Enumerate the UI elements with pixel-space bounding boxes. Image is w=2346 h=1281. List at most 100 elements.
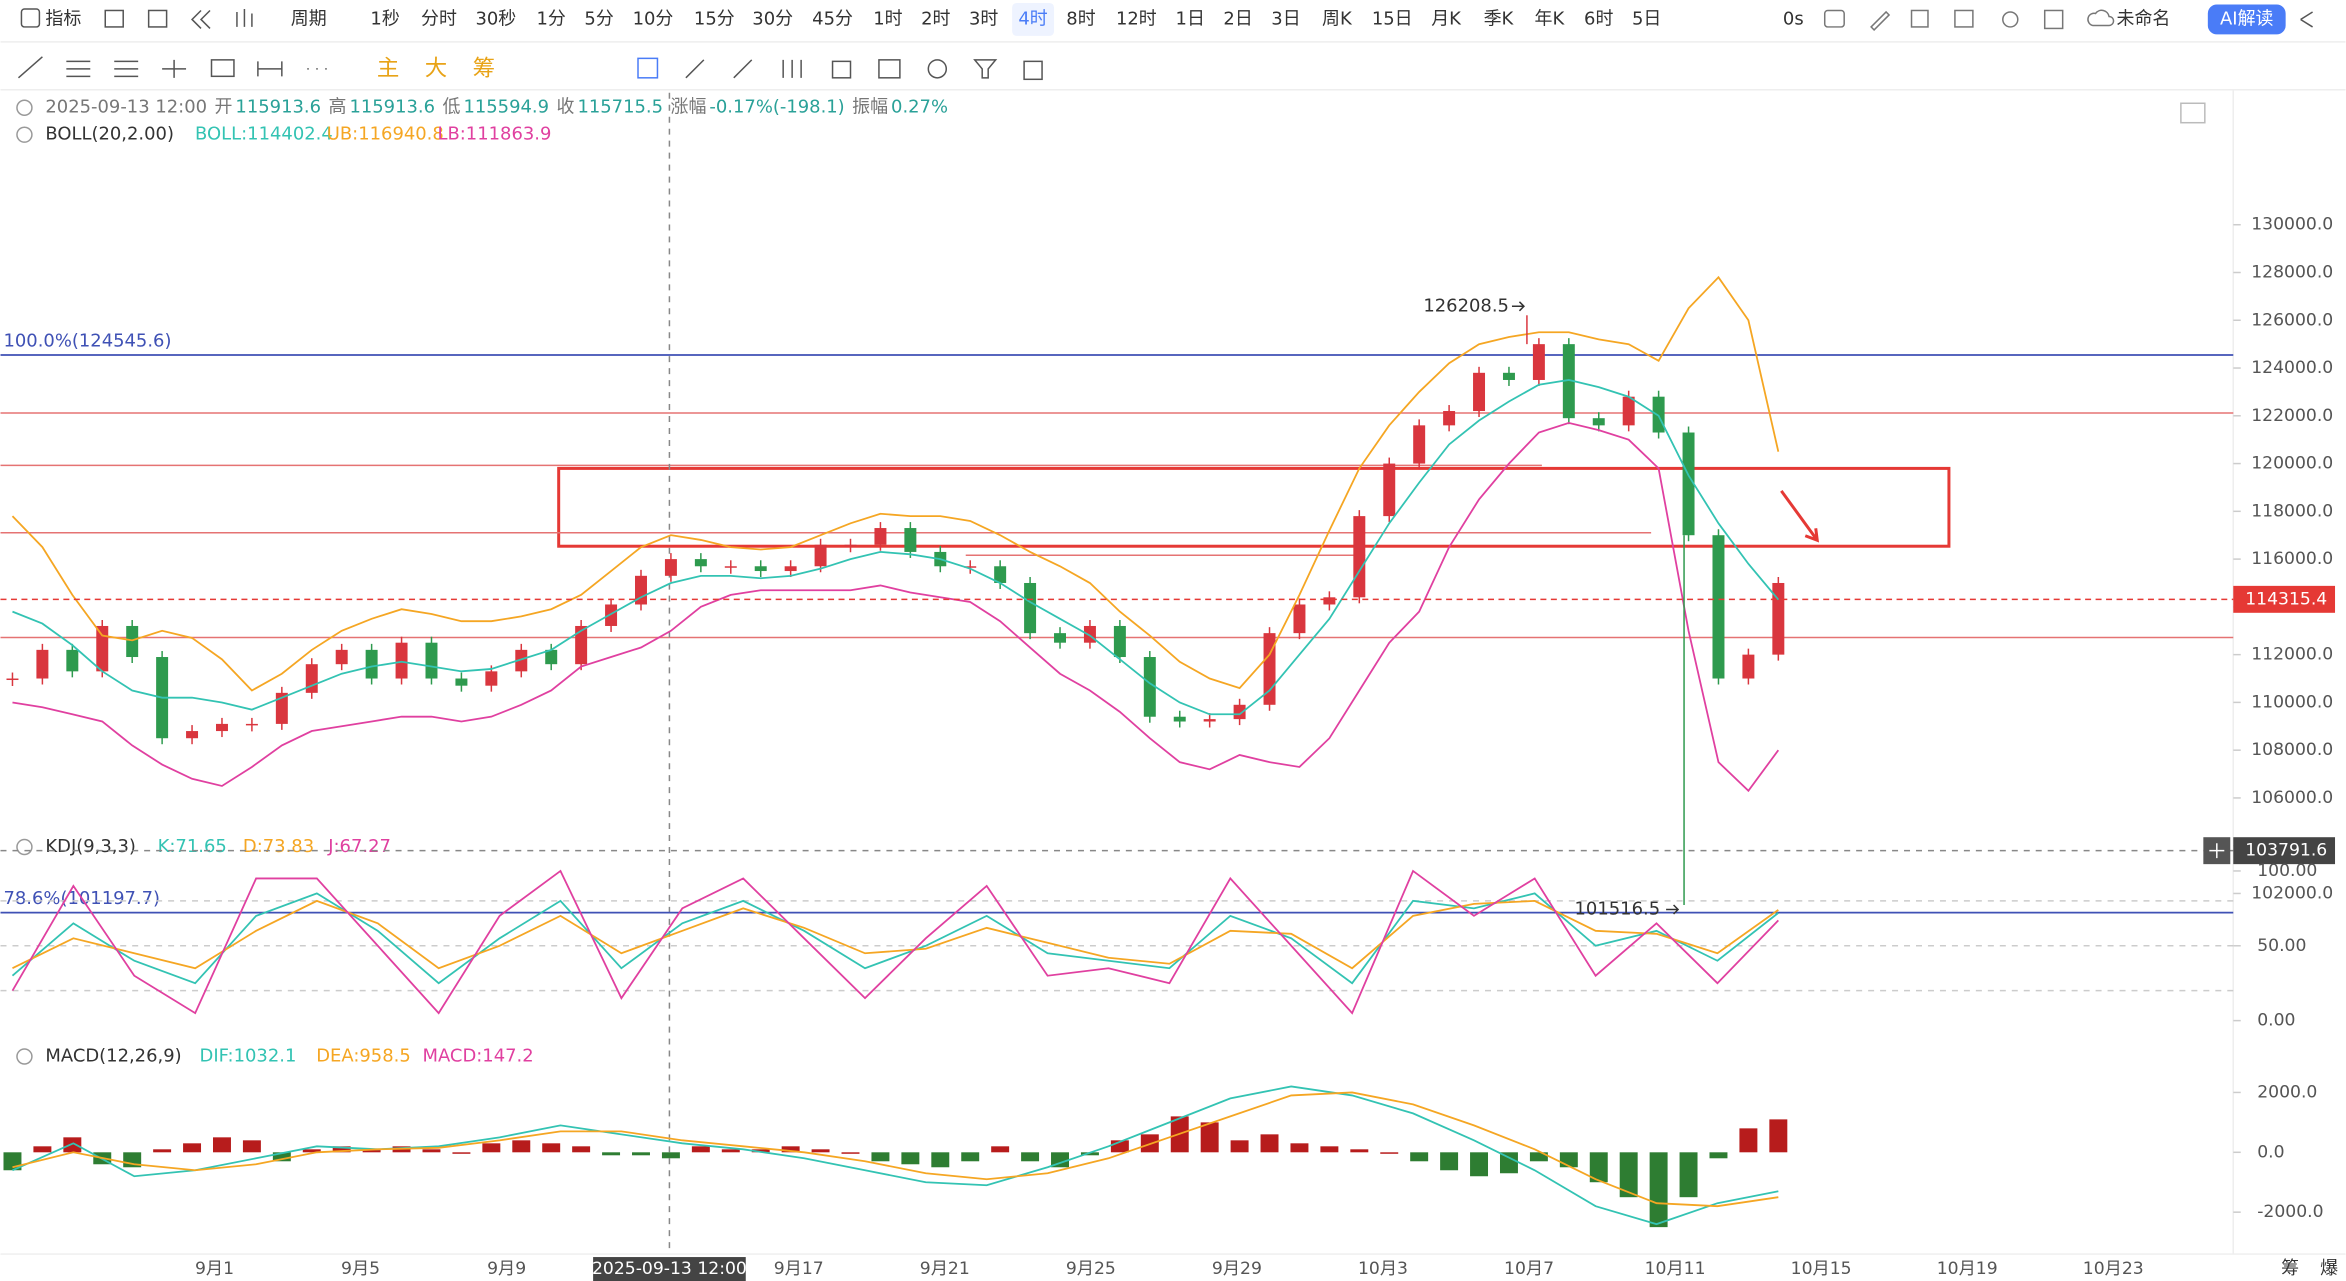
share-icon[interactable]	[2300, 11, 2313, 28]
rewind-icon[interactable]	[190, 9, 211, 29]
candle-body	[874, 528, 887, 545]
collapse-icon[interactable]	[16, 1048, 33, 1065]
candle-body	[515, 649, 528, 672]
layout-icon[interactable]	[147, 9, 168, 28]
window-icon[interactable]	[1910, 9, 1929, 28]
period-button[interactable]: 周K	[1322, 8, 1353, 29]
candle-body	[1712, 535, 1725, 679]
y-tick-label: 126000.0	[2251, 310, 2333, 330]
filter-tool[interactable]	[973, 59, 998, 79]
candle-body	[1622, 396, 1635, 426]
settings-icon[interactable]	[2002, 11, 2019, 28]
period-button[interactable]: 月K	[1431, 8, 1462, 29]
chip-tab[interactable]: 筹	[473, 55, 495, 81]
ai-button[interactable]: AI解读	[2220, 8, 2273, 29]
workspace-name[interactable]: 未命名	[2117, 8, 2171, 29]
collapse-icon[interactable]	[16, 126, 33, 143]
drawing-tools	[17, 56, 1043, 81]
macd-bar	[1051, 1152, 1069, 1168]
period-button[interactable]: 15分	[694, 8, 735, 29]
period-button[interactable]: 分时	[421, 8, 457, 29]
collapse-icon[interactable]	[16, 99, 33, 116]
period-button[interactable]: 4时	[1018, 8, 1047, 29]
calendar-icon[interactable]	[104, 9, 124, 28]
fib-tool[interactable]	[114, 60, 139, 78]
ai-button-bg[interactable]	[2207, 4, 2286, 35]
macd-value-label: DEA:958.5	[316, 1046, 410, 1067]
high-label: 126208.5	[1423, 295, 1509, 316]
period-button[interactable]: 3时	[969, 8, 998, 29]
expand-icon[interactable]	[2180, 102, 2206, 124]
candle-body	[1383, 463, 1396, 517]
boll-upper	[11, 275, 1780, 692]
macd-bar	[1410, 1152, 1429, 1162]
candle-body	[275, 692, 288, 724]
period-button[interactable]: 5日	[1632, 8, 1661, 29]
macd-bar	[572, 1146, 591, 1153]
info-field: 收	[557, 97, 575, 118]
candle-body	[814, 544, 827, 567]
rect-tool[interactable]	[210, 59, 235, 78]
chip-tab[interactable]: 大	[425, 55, 447, 81]
x-tick-label: 10月15	[1791, 1259, 1852, 1279]
period-button[interactable]: 15日	[1372, 8, 1413, 29]
indicator-icon[interactable]	[20, 8, 41, 28]
period-button[interactable]: 30秒	[475, 8, 516, 29]
collapse-icon[interactable]	[16, 838, 33, 856]
candle-body	[1083, 625, 1096, 643]
period-button[interactable]: 3日	[1271, 8, 1300, 29]
period-button[interactable]: 1时	[873, 8, 902, 29]
macd-bar	[1080, 1152, 1099, 1156]
kdj-value-label: J:67.27	[327, 836, 391, 857]
period-button[interactable]: 6时	[1584, 8, 1613, 29]
line-tool[interactable]	[17, 56, 43, 79]
period-menu[interactable]: 周期	[291, 8, 327, 29]
boll-lower	[12, 421, 1780, 793]
x-tick-label: 10月23	[2083, 1259, 2144, 1279]
period-button[interactable]: 1分	[537, 8, 566, 29]
candle-body	[1502, 372, 1515, 380]
camera-icon[interactable]	[1823, 9, 1845, 28]
period-button[interactable]: 30分	[752, 8, 793, 29]
chip-tab[interactable]: 主	[377, 55, 399, 81]
macd-bar	[991, 1146, 1010, 1153]
period-button[interactable]: 1秒	[370, 8, 399, 29]
brush-tool[interactable]	[685, 59, 705, 79]
chart-type-icon[interactable]	[236, 8, 253, 27]
info-field: 低	[443, 97, 461, 118]
indicator-button[interactable]: 指标	[45, 8, 81, 29]
note-tool[interactable]	[878, 59, 901, 79]
save-icon[interactable]	[1954, 9, 1974, 28]
macd-bar	[153, 1149, 172, 1153]
hline-tool[interactable]	[162, 59, 187, 78]
period-button[interactable]: 45分	[812, 8, 853, 29]
footer-tab[interactable]: 筹	[2281, 1258, 2299, 1279]
cloud-icon[interactable]	[2087, 9, 2115, 27]
macd-bar	[362, 1149, 381, 1153]
period-button[interactable]: 8时	[1066, 8, 1095, 29]
delete-tool[interactable]	[1023, 60, 1043, 81]
pen-icon[interactable]	[1870, 10, 1891, 31]
eye-tool[interactable]	[927, 59, 948, 79]
period-button[interactable]: 10分	[633, 8, 674, 29]
footer-tab[interactable]: 爆	[2320, 1258, 2338, 1279]
period-button[interactable]: 1日	[1176, 8, 1205, 29]
candle-body	[186, 731, 199, 739]
pencil-tool[interactable]	[733, 59, 753, 79]
info-field: 0.27%	[891, 97, 948, 118]
period-button[interactable]: 年K	[1535, 8, 1566, 29]
fullscreen-icon[interactable]	[2043, 9, 2064, 30]
candle-body	[575, 625, 588, 665]
lock-tool[interactable]	[831, 60, 852, 79]
bar-tool[interactable]	[782, 59, 802, 78]
channel-tool[interactable]	[66, 60, 91, 78]
y-tick-label: 110000.0	[2251, 692, 2333, 712]
period-button[interactable]: 季K	[1484, 8, 1515, 29]
measure-tool[interactable]	[257, 61, 283, 77]
magnet-tool[interactable]	[637, 57, 659, 79]
period-button[interactable]: 5分	[584, 8, 613, 29]
period-button[interactable]: 2时	[921, 8, 950, 29]
period-button[interactable]: 2日	[1223, 8, 1252, 29]
period-button[interactable]: 12时	[1116, 8, 1157, 29]
